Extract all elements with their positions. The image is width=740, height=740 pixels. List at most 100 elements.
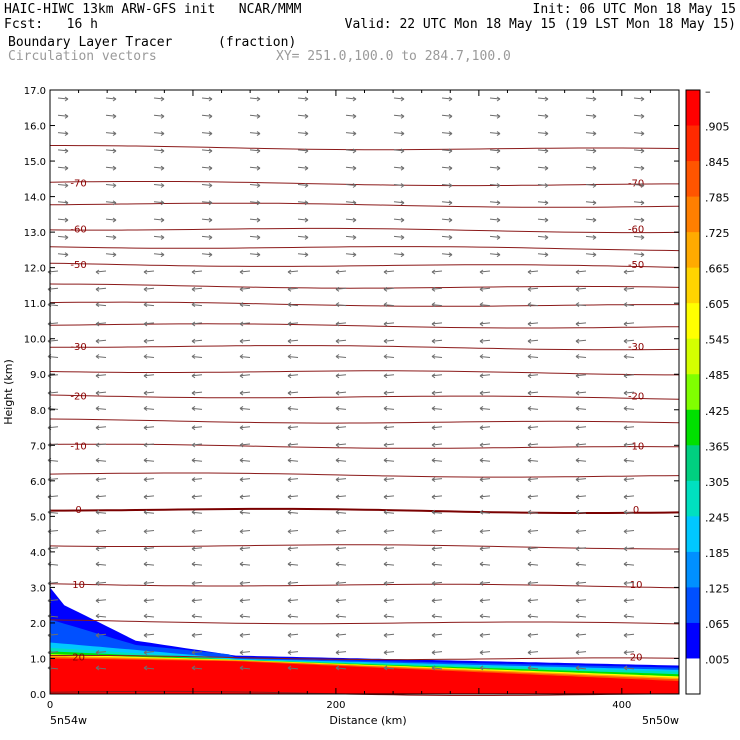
wind-vector <box>393 165 405 171</box>
wind-vector <box>95 442 107 448</box>
wind-vector <box>479 405 491 411</box>
wind-vector <box>105 200 117 206</box>
wind-vector <box>575 269 587 275</box>
wind-vector <box>191 457 203 463</box>
wind-vector <box>297 148 309 154</box>
wind-vector <box>95 665 107 671</box>
y-tick-label: 1.0 <box>30 654 46 665</box>
temperature-contours: 20 20 10 10 0 0 -10 -10 -20 -20 -30 -30 -50 -50 -60 -60… <box>49 145 680 696</box>
wind-vector <box>633 96 645 102</box>
wind-vector <box>383 598 395 604</box>
y-tick-label: 15.0 <box>24 157 46 168</box>
wind-vector <box>191 373 203 379</box>
wind-vector <box>249 113 261 119</box>
wind-vector <box>489 165 501 171</box>
wind-vector <box>143 529 155 534</box>
wind-vector <box>585 183 597 188</box>
wind-vector <box>479 529 491 534</box>
wind-vector <box>191 477 203 483</box>
wind-vector <box>479 338 491 344</box>
wind-vector <box>297 96 309 102</box>
wind-vector <box>489 113 501 119</box>
wind-vector <box>239 598 251 604</box>
wind-vector <box>239 373 251 379</box>
wind-vector <box>479 302 491 308</box>
wind-vector <box>335 390 347 396</box>
colorbar-swatch <box>686 445 700 482</box>
wind-vector <box>95 338 107 344</box>
wind-vector <box>201 252 213 258</box>
wind-vector <box>431 665 443 671</box>
header-field-units: (fraction) <box>218 35 297 50</box>
wind-vector <box>105 252 117 258</box>
wind-vector <box>479 494 491 500</box>
wind-vector <box>527 494 539 500</box>
colorbar-label: .905 <box>705 121 730 134</box>
wind-vector <box>191 580 203 586</box>
wind-vector <box>383 477 395 483</box>
wind-vector <box>143 321 155 327</box>
wind-vector <box>143 561 155 567</box>
temperature-contour <box>50 507 680 514</box>
wind-vector <box>335 321 347 327</box>
temperature-contour <box>49 262 680 268</box>
wind-vector <box>297 252 309 258</box>
wind-vector <box>489 234 501 240</box>
wind-vector <box>575 529 587 534</box>
wind-vector <box>95 613 107 619</box>
wind-vector <box>335 529 347 534</box>
wind-vector <box>575 302 587 308</box>
wind-vector <box>393 183 405 188</box>
y-axis: 0.0 1.0 2.0 3.0 4.0 5.0 6.0 7.0 8.0 9.0 10.0 11.0 12… <box>24 86 679 701</box>
colorbar-swatch <box>686 480 700 517</box>
wind-vector <box>239 338 251 344</box>
wind-vector <box>479 509 491 515</box>
wind-vector <box>239 561 251 567</box>
wind-vector <box>345 252 357 258</box>
colorbar-label: .065 <box>705 618 730 631</box>
circulation-vectors <box>47 96 645 671</box>
wind-vector <box>479 457 491 463</box>
wind-vector <box>201 217 213 223</box>
wind-vector <box>623 354 635 359</box>
wind-vector <box>441 131 453 137</box>
wind-vector <box>489 252 501 258</box>
wind-vector <box>383 425 395 431</box>
wind-vector <box>153 200 165 206</box>
wind-vector <box>383 321 395 327</box>
wind-vector <box>623 442 635 448</box>
wind-vector <box>143 632 155 638</box>
wind-vector <box>431 269 443 275</box>
wind-vector <box>383 302 395 308</box>
wind-vector <box>191 561 203 567</box>
wind-vector <box>57 96 69 102</box>
colorbar-label: .785 <box>705 192 730 205</box>
colorbar-label: .305 <box>705 476 730 489</box>
wind-vector <box>431 457 443 463</box>
y-tick-label: 8.0 <box>30 406 46 417</box>
wind-vector <box>335 509 347 515</box>
wind-vector <box>153 113 165 119</box>
temperature-contour-label: 10 <box>630 580 643 591</box>
wind-vector <box>431 529 443 534</box>
wind-vector <box>191 405 203 411</box>
wind-vector <box>249 234 261 240</box>
header-valid-time: Valid: 22 UTC Mon 18 May 15 (19 LST Mon … <box>344 17 736 32</box>
wind-vector <box>585 148 597 154</box>
wind-vector <box>239 286 251 292</box>
wind-vector <box>623 321 635 327</box>
wind-vector <box>537 183 549 188</box>
wind-vector <box>527 354 539 359</box>
wind-vector <box>431 390 443 396</box>
wind-vector <box>143 354 155 359</box>
wind-vector <box>239 405 251 411</box>
wind-vector <box>479 665 491 671</box>
wind-vector <box>249 96 261 102</box>
wind-vector <box>383 457 395 463</box>
header-init-time: Init: 06 UTC Mon 18 May 15 <box>532 2 737 17</box>
temperature-contour <box>49 301 679 307</box>
wind-vector <box>537 252 549 258</box>
wind-vector <box>575 477 587 483</box>
wind-vector <box>95 632 107 638</box>
wind-vector <box>479 561 491 567</box>
